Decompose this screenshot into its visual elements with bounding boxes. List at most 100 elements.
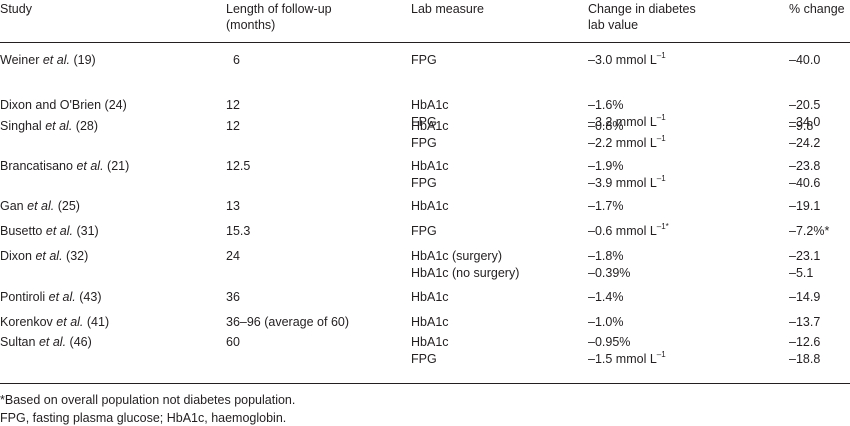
lab-measure: HbA1c — [411, 199, 449, 213]
study-name: Brancatisano — [0, 159, 73, 173]
followup-cell: 15.3 — [226, 224, 251, 238]
pct-value: –14.9 — [789, 290, 821, 304]
change-number: –1.6% — [588, 98, 624, 112]
study-ref: (31) — [76, 224, 99, 238]
lab-measure: FPG — [411, 53, 437, 67]
study-name: Dixon — [0, 249, 32, 263]
lab-measure: HbA1c — [411, 98, 449, 112]
change-cell: –1.6% –3.2 mmol L–1 — [588, 97, 666, 131]
change-value: –1.7% — [588, 198, 623, 215]
change-number: –3.0 mmol L — [588, 53, 657, 67]
header-pct: % change — [789, 2, 845, 16]
study-ref: (24) — [104, 98, 127, 112]
followup-cell: 12 — [226, 98, 240, 112]
study-cell: Dixon and O'Brien (24) — [0, 97, 127, 113]
lab-cell: HbA1c FPG — [411, 334, 449, 368]
header-rule — [0, 42, 850, 43]
study-etal: et al. — [35, 249, 63, 263]
pct-value: –40.6 — [789, 176, 821, 190]
pct-cell: –13.7 — [789, 314, 820, 331]
change-value: –1.8% — [588, 248, 630, 265]
pct-value: –12.6 — [789, 335, 821, 349]
header-change-line2: lab value — [588, 18, 639, 32]
change-unit-exponent: –1 — [656, 349, 666, 359]
lab-cell: HbA1c (surgery) HbA1c (no surgery) — [411, 248, 519, 282]
study-cell: Dixon et al. (32) — [0, 248, 88, 264]
lab-measure: HbA1c (surgery) — [411, 249, 502, 263]
change-unit-exponent: –1* — [656, 221, 669, 231]
study-cell: Weiner et al. (19) — [0, 52, 96, 68]
change-value: –0.39% — [588, 265, 630, 282]
followup-cell: 60 — [226, 335, 240, 349]
study-ref: (46) — [69, 335, 92, 349]
change-unit-exponent: –1 — [656, 133, 666, 143]
study-ref: (21) — [107, 159, 130, 173]
change-value: –3.2 mmol L–1 — [588, 113, 666, 131]
lab-cell: HbA1c FPG — [411, 118, 449, 152]
lab-cell: HbA1c — [411, 198, 449, 215]
study-name: Singhal — [0, 119, 42, 133]
study-ref: (19) — [73, 53, 96, 67]
pct-value: –20.5 — [789, 98, 821, 112]
header-change: Change in diabetes lab value — [588, 1, 696, 33]
header-lab: Lab measure — [411, 2, 484, 16]
change-value: –3.0 mmol L–1 — [588, 50, 666, 69]
header-change-line1: Change in diabetes — [588, 2, 696, 16]
followup-cell: 36–96 (average of 60) — [226, 315, 350, 329]
study-name: Busetto — [0, 224, 43, 238]
change-number: –1.4% — [588, 290, 624, 304]
study-name: Pontiroli — [0, 290, 46, 304]
lab-cell: FPG — [411, 52, 437, 69]
study-etal: et al. — [56, 315, 84, 329]
change-cell: –1.9% –3.9 mmol L–1 — [588, 158, 666, 192]
change-number: –1.0% — [588, 315, 624, 329]
pct-value: –40.0 — [789, 53, 821, 67]
pct-cell: –20.5 –34.0 — [789, 97, 820, 131]
followup-cell: 13 — [226, 199, 240, 213]
change-unit-exponent: –1 — [656, 50, 666, 60]
change-unit-exponent: –1 — [656, 173, 666, 183]
lab-cell: HbA1c — [411, 289, 449, 306]
change-cell: –1.8% –0.39% — [588, 248, 630, 282]
lab-cell: HbA1c FPG — [411, 158, 449, 192]
footnote-1: *Based on overall population not diabete… — [0, 393, 296, 407]
pct-value: –13.7 — [789, 315, 821, 329]
pct-cell: –23.8 –40.6 — [789, 158, 820, 192]
lab-cell: HbA1c — [411, 314, 449, 331]
lab-measure: HbA1c — [411, 159, 449, 173]
lab-measure: HbA1c — [411, 119, 449, 133]
pct-cell: –9.8 –24.2 — [789, 118, 820, 152]
study-name: Gan — [0, 199, 24, 213]
pct-value: –9.8 — [789, 119, 814, 133]
change-number: –0.8% — [588, 119, 624, 133]
study-etal: et al. — [27, 199, 55, 213]
pct-value: –18.8 — [789, 352, 821, 366]
study-etal: et al. — [48, 290, 76, 304]
change-number: –2.2 mmol L — [588, 136, 657, 150]
change-cell: –0.6 mmol L–1* — [588, 221, 669, 240]
pct-cell: –12.6 –18.8 — [789, 334, 820, 368]
change-value: –1.0% — [588, 314, 623, 331]
footnote-2: FPG, fasting plasma glucose; HbA1c, haem… — [0, 411, 287, 425]
study-cell: Gan et al. (25) — [0, 198, 80, 214]
study-cell: Singhal et al. (28) — [0, 118, 98, 134]
lab-measure: FPG — [411, 176, 437, 190]
study-etal: et al. — [45, 119, 73, 133]
pct-cell: –19.1 — [789, 198, 820, 215]
lab-measure: HbA1c (no surgery) — [411, 266, 520, 280]
study-etal: et al. — [45, 224, 73, 238]
change-cell: –3.0 mmol L–1 — [588, 50, 666, 69]
study-cell: Busetto et al. (31) — [0, 223, 99, 239]
header-length-line2: (months) — [226, 18, 276, 32]
header-length-line1: Length of follow-up — [226, 2, 332, 16]
study-ref: (32) — [66, 249, 89, 263]
change-cell: –1.7% — [588, 198, 623, 215]
lab-measure: FPG — [411, 115, 437, 129]
lab-measure: HbA1c — [411, 335, 449, 349]
study-name: Weiner — [0, 53, 40, 67]
lab-measure: FPG — [411, 136, 437, 150]
change-cell: –1.0% — [588, 314, 623, 331]
pct-cell: –40.0 — [789, 52, 820, 69]
change-number: –3.2 mmol L — [588, 115, 657, 129]
study-cell: Brancatisano et al. (21) — [0, 158, 129, 174]
